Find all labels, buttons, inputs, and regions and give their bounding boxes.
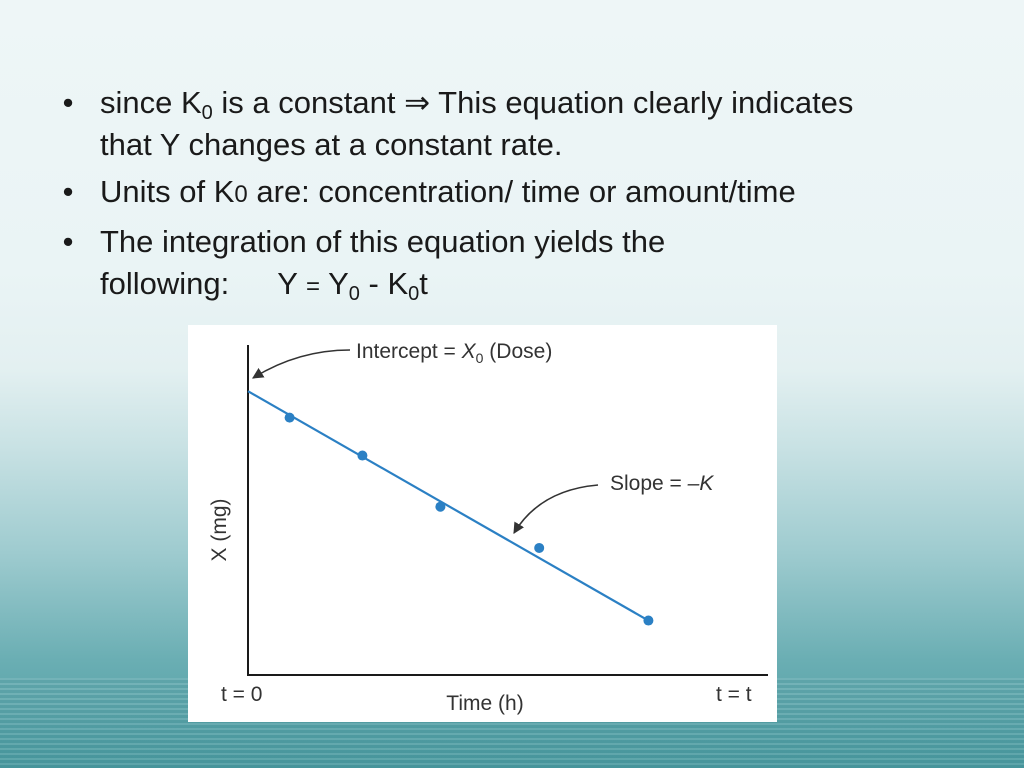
bullet-1-text: since K [100,85,202,120]
bullet-item-2: • Units of K0 are: concentration/ time o… [58,171,958,216]
data-point-2 [357,450,368,461]
formula-k0-sub: 0 [408,283,420,305]
bullet-dot: • [62,85,74,120]
data-point-4 [534,542,545,553]
bullet-2-text-end: are: concentration/ time or amount/time [256,174,796,209]
bullet-dot: • [62,224,74,259]
chart-panel: X (mg) Time (h) t = 0 t = t Intercept = … [188,325,777,722]
slope-arrow [513,484,599,534]
bullet-dot: • [62,174,74,209]
x-axis-label: Time (h) [446,692,523,715]
slope-annotation: Slope = –K [610,472,714,495]
bullet-3-following: following: [100,266,230,301]
bullet-2-text: Units of K [100,174,235,209]
formula-y0: Y [328,266,349,301]
formula-y: Y [277,266,298,301]
bullet-item-3: • The integration of this equation yield… [58,221,958,308]
intercept-arrow [252,349,351,379]
bullet-1-text-end: This equation clearly indicates [438,85,854,120]
y-axis-label: X (mg) [208,499,231,562]
implies-arrow: ⇒ [404,85,431,120]
x-tick-label-end: t = t [716,683,752,706]
bullet-1-line-2: that Y changes at a constant rate. [100,127,563,162]
k0-subscript: 0 [201,102,213,124]
k0-digit: 0 [234,181,248,208]
bullet-3-line-1: The integration of this equation yields … [100,224,666,259]
x-tick-label-start: t = 0 [221,683,262,706]
formula-equals: = [306,273,321,300]
integrated-formula: Y = Y0 - K0t [277,263,428,308]
intercept-annotation: Intercept = X0 (Dose) [356,340,552,366]
formula-y0-sub: 0 [348,283,360,305]
data-point-1 [284,412,295,423]
bullet-item-1: • since K0 is a constant ⇒ This equation… [58,82,958,166]
bullet-list: • since K0 is a constant ⇒ This equation… [58,82,958,313]
data-point-3 [435,501,446,512]
zero-order-chart: X (mg) Time (h) t = 0 t = t Intercept = … [208,340,768,715]
formula-minus: - [368,266,379,301]
fit-line [247,390,649,622]
formula-k0: K [387,266,409,301]
bullet-1-text-cont: is a constant [221,85,396,120]
formula-t: t [419,266,428,301]
data-point-5 [643,615,654,626]
